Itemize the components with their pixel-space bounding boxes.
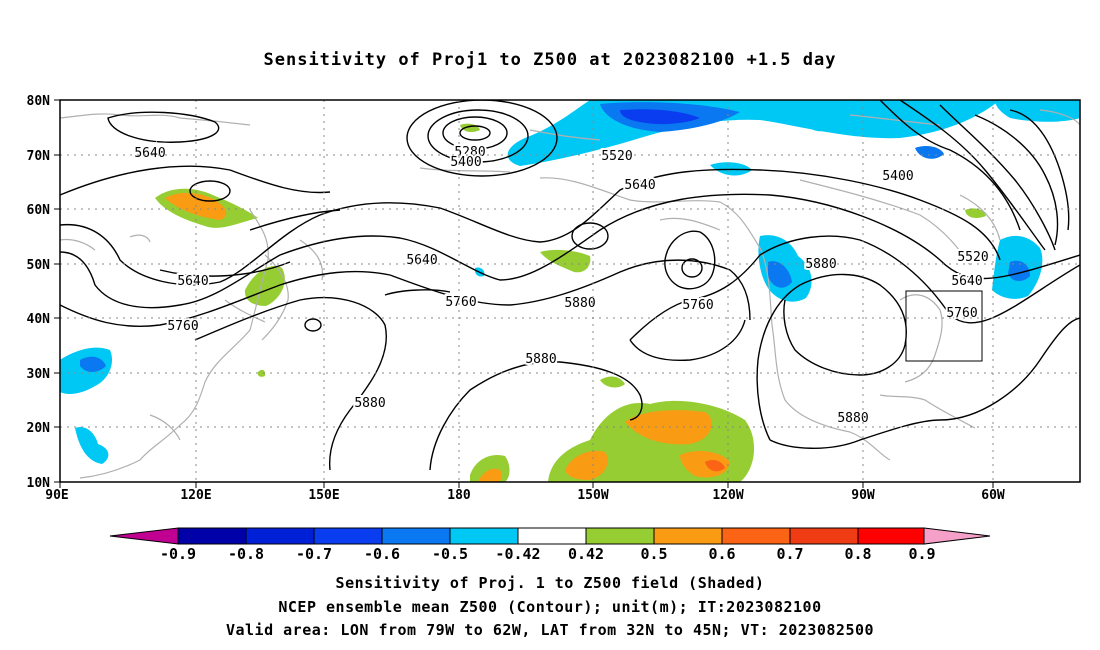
valid-area-box <box>905 290 983 362</box>
lon-label: 120E <box>180 488 211 503</box>
z500-contours <box>60 100 1080 471</box>
contour-label: 5760 <box>682 298 713 313</box>
lat-label: 50N <box>27 258 51 273</box>
map-frame <box>59 99 1081 483</box>
contour-label: 5880 <box>525 352 556 367</box>
colorbar-box <box>585 527 655 545</box>
figure-title: Sensitivity of Proj1 to Z500 at 20230821… <box>263 50 837 70</box>
colorbar-tick-label: 0.7 <box>776 545 803 563</box>
contour-label: 5880 <box>564 296 595 311</box>
longitude-labels: 90E 120E 150E 180 150W 120W 90W 60W <box>45 488 1005 503</box>
lon-label: 120W <box>712 488 743 503</box>
contour-labels: 5280 5400 5520 5640 5400 5640 5640 5640 … <box>132 143 990 428</box>
lat-label: 80N <box>27 94 51 109</box>
colorbar-tick-label: -0.9 <box>160 545 196 563</box>
lon-label: 150E <box>308 488 339 503</box>
colorbar-box <box>449 527 519 545</box>
colorbar-tick-label: -0.7 <box>296 545 332 563</box>
lon-label: 90W <box>851 488 875 503</box>
colorbar-box <box>313 527 383 545</box>
contour-label: 5280 <box>454 145 485 160</box>
colorbar-high-arrow <box>923 527 991 545</box>
lat-label: 20N <box>27 421 51 436</box>
lat-label: 40N <box>27 312 51 327</box>
colorbar-tick-label: -0.42 <box>495 545 540 563</box>
contour-label: 5640 <box>624 178 655 193</box>
colorbar-box <box>857 527 925 545</box>
lon-label: 150W <box>577 488 608 503</box>
contour-label: 5640 <box>134 146 165 161</box>
colorbar-box <box>721 527 791 545</box>
contour-label: 5520 <box>957 250 988 265</box>
contour-label: 5640 <box>951 274 982 289</box>
contour-label: 5880 <box>354 396 385 411</box>
colorbar-ticks: -0.9 -0.8 -0.7 -0.6 -0.5 -0.42 0.42 0.5 … <box>160 545 936 563</box>
lat-label: 30N <box>27 367 51 382</box>
colorbar-tick-label: 0.42 <box>568 545 604 563</box>
caption-line-1: Sensitivity of Proj. 1 to Z500 field (Sh… <box>335 574 765 592</box>
colorbar-box <box>245 527 315 545</box>
contour-label: 5640 <box>406 253 437 268</box>
lon-label: 60W <box>981 488 1005 503</box>
lon-label: 180 <box>447 488 471 503</box>
contour-label: 5400 <box>450 155 481 170</box>
caption-line-3: Valid area: LON from 79W to 62W, LAT fro… <box>225 621 875 639</box>
contour-label: 5760 <box>167 319 198 334</box>
sensitivity-shading <box>60 100 1080 482</box>
contour-label: 5880 <box>837 411 868 426</box>
colorbar-tick-label: 0.9 <box>908 545 935 563</box>
colorbar-low-arrow <box>109 527 179 545</box>
colorbar-tick-label: 0.5 <box>640 545 667 563</box>
colorbar-box <box>381 527 451 545</box>
contour-label: 5400 <box>882 169 913 184</box>
colorbar-tick-label: 0.6 <box>708 545 735 563</box>
colorbar-box <box>177 527 247 545</box>
contour-label: 5760 <box>445 295 476 310</box>
caption-line-2: NCEP ensemble mean Z500 (Contour); unit(… <box>278 598 822 616</box>
lat-label: 10N <box>27 476 51 491</box>
colorbar <box>109 527 991 545</box>
colorbar-box <box>789 527 859 545</box>
contour-label: 5880 <box>805 257 836 272</box>
contour-label: 5640 <box>177 274 208 289</box>
latitude-labels: 80N 70N 60N 50N 40N 30N 20N 10N <box>27 94 51 491</box>
gridlines <box>60 100 1080 482</box>
colorbar-tick-label: 0.8 <box>844 545 871 563</box>
axis-ticks <box>54 99 994 488</box>
lat-label: 70N <box>27 149 51 164</box>
lat-label: 60N <box>27 203 51 218</box>
colorbar-tick-label: -0.5 <box>432 545 468 563</box>
colorbar-tick-label: -0.6 <box>364 545 400 563</box>
contour-label: 5520 <box>601 149 632 164</box>
contour-label: 5760 <box>946 306 977 321</box>
colorbar-box <box>517 527 587 545</box>
colorbar-tick-label: -0.8 <box>228 545 264 563</box>
colorbar-box <box>653 527 723 545</box>
lon-label: 90E <box>45 488 68 503</box>
